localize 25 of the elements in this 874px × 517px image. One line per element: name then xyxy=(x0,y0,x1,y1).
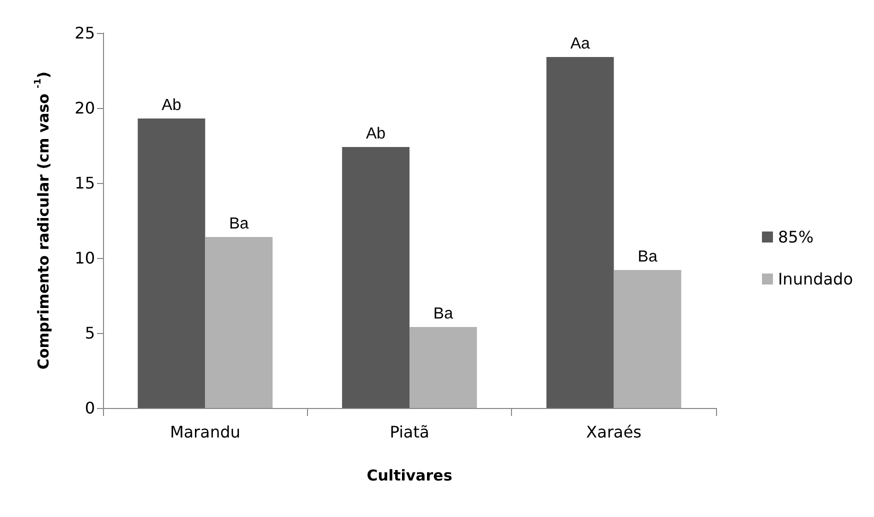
y-tick-label: 15 xyxy=(74,174,95,192)
y-tick-label: 25 xyxy=(74,24,95,42)
data-label: Aa xyxy=(570,36,590,52)
x-axis-title: Cultivares xyxy=(366,466,452,484)
data-label: Ba xyxy=(638,248,658,266)
bar xyxy=(410,327,477,408)
y-tick-label: 0 xyxy=(84,398,95,418)
bar xyxy=(342,147,410,408)
bar xyxy=(205,237,273,408)
x-tick-label: Xaraés xyxy=(586,422,642,442)
legend-label: Inundado xyxy=(778,270,853,288)
data-label: Ab xyxy=(162,97,182,114)
bar xyxy=(546,57,614,408)
data-label: Ba xyxy=(229,216,249,232)
data-label: Ab xyxy=(366,126,386,142)
bar xyxy=(614,270,682,408)
bar xyxy=(138,118,206,408)
y-tick-label: 10 xyxy=(74,248,95,268)
x-tick-label: Marandu xyxy=(170,422,240,442)
data-label: Ba xyxy=(433,306,454,322)
legend-label: 85% xyxy=(778,228,814,246)
y-axis-title: Comprimento radicular (cm vaso -1) xyxy=(34,71,52,370)
y-tick-label: 5 xyxy=(84,324,95,342)
x-tick-label: Piatã xyxy=(390,422,430,442)
y-tick-label: 20 xyxy=(74,98,95,118)
